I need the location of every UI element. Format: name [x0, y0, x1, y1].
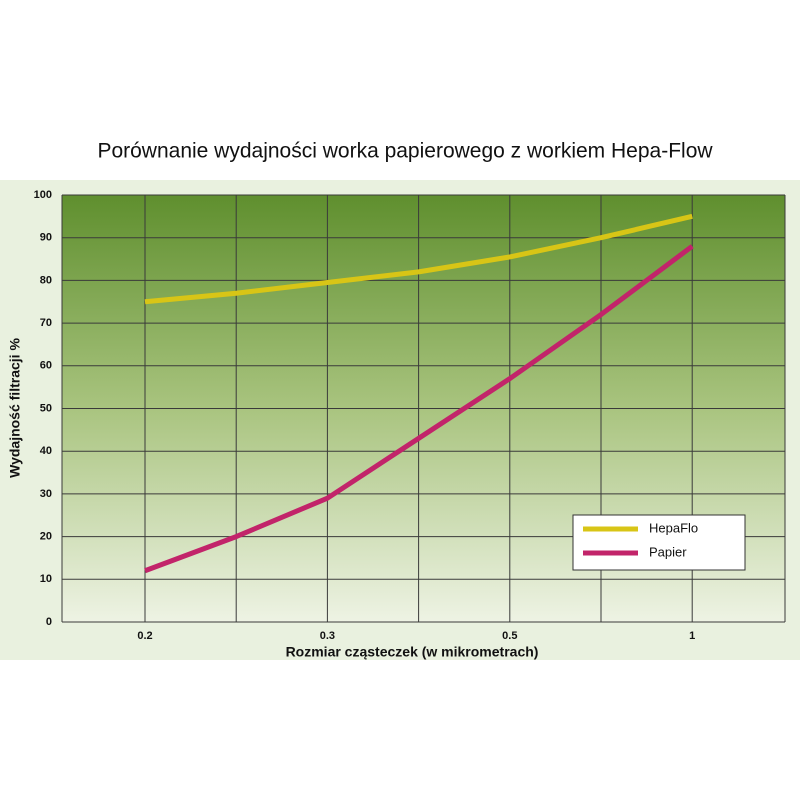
series-line [144, 213, 693, 305]
legend-label: Papier [649, 544, 687, 559]
y-tick-label: 80 [40, 274, 52, 286]
y-tick-label: 30 [40, 488, 52, 500]
x-tick-label: 0.3 [320, 630, 335, 642]
y-tick-label: 20 [40, 531, 52, 543]
series-line [144, 244, 694, 574]
y-tick-label: 50 [40, 402, 52, 414]
x-tick-label: 0.5 [502, 630, 517, 642]
y-tick-label: 0 [46, 616, 52, 628]
y-tick-label: 10 [40, 573, 52, 585]
chart-title: Porównanie wydajności worka papierowego … [97, 140, 713, 163]
y-tick-label: 60 [40, 360, 52, 372]
y-tick-label: 100 [34, 189, 52, 201]
legend-label: HepaFlo [649, 520, 698, 535]
x-axis-label: Rozmiar cząsteczek (w mikrometrach) [286, 644, 539, 660]
y-tick-label: 90 [40, 232, 52, 244]
x-tick-label: 1 [689, 630, 695, 642]
y-tick-label: 40 [40, 445, 52, 457]
legend-box [572, 514, 746, 571]
y-axis-label: Wydajność filtracji % [7, 338, 23, 478]
y-tick-label: 70 [40, 317, 52, 329]
x-tick-label: 0.2 [137, 630, 152, 642]
